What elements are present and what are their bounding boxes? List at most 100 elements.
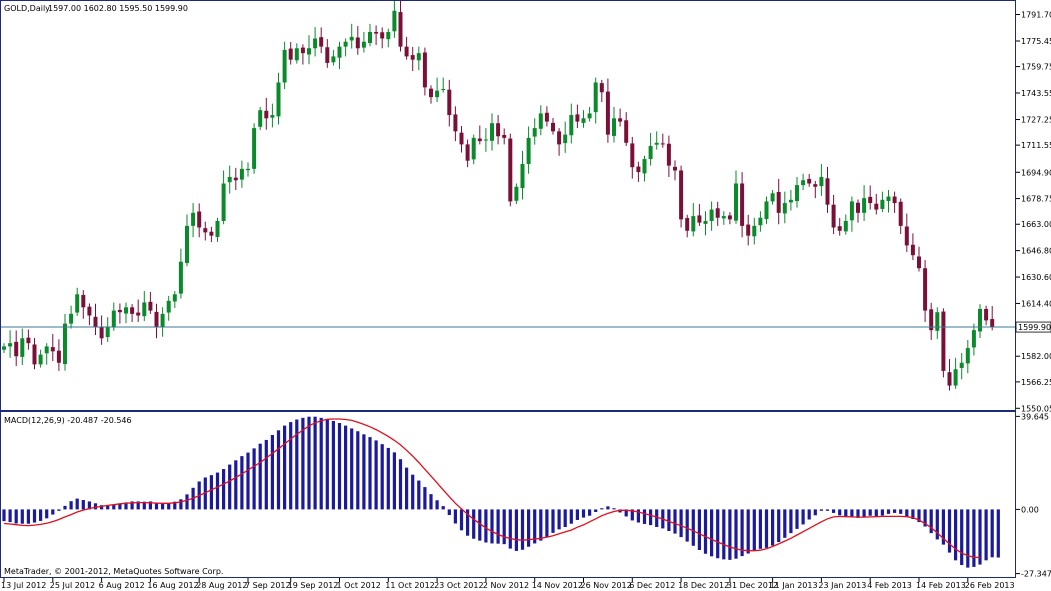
candle-body xyxy=(307,48,311,55)
candle xyxy=(69,305,74,329)
macd-bar xyxy=(764,509,769,548)
candle-body xyxy=(636,166,641,173)
price-axis[interactable]: 1791.70 1775.45 1759.75 1743.55 1727.25 1711.… xyxy=(1015,11,1051,414)
macd-bar xyxy=(539,509,543,541)
candle-body xyxy=(746,224,751,236)
macd-bar xyxy=(386,447,390,510)
macd-bar xyxy=(825,509,830,511)
candle xyxy=(563,121,568,153)
candle xyxy=(819,163,824,196)
time-tick-label: 28 Aug 2012 xyxy=(196,581,247,590)
candle xyxy=(874,193,879,215)
candle-body xyxy=(642,159,647,174)
macd-bar xyxy=(154,502,159,510)
macd-bar xyxy=(966,509,970,568)
candle-body xyxy=(679,170,684,220)
candle-body xyxy=(56,350,61,363)
macd-bar xyxy=(703,509,708,554)
macd-bar xyxy=(856,509,860,518)
macd-bar xyxy=(972,509,976,567)
candle-body xyxy=(221,183,226,221)
candle-body xyxy=(801,180,806,186)
macd-bar xyxy=(917,509,921,523)
candle-body xyxy=(984,308,989,321)
macd-bar xyxy=(777,509,781,543)
candle xyxy=(514,183,519,205)
macd-bar xyxy=(691,509,695,546)
candle xyxy=(343,38,348,57)
macd-bar xyxy=(69,501,73,510)
price-tick-label: 1550.05 xyxy=(1021,404,1051,413)
candle xyxy=(361,31,366,53)
macd-bar xyxy=(832,509,836,513)
candle-body xyxy=(483,139,488,141)
candle-body xyxy=(612,118,616,136)
candle-body xyxy=(93,316,98,327)
candle xyxy=(185,214,189,267)
time-axis[interactable]: 13 Jul 2012 25 Jul 2012 6 Aug 2012 16 Aug 2… xyxy=(1,578,1015,590)
candle xyxy=(923,260,928,323)
macd-bar xyxy=(270,435,274,510)
candle xyxy=(325,39,330,68)
candle xyxy=(868,185,873,210)
candle xyxy=(447,79,452,127)
macd-bar xyxy=(374,440,378,510)
candle xyxy=(203,221,208,241)
macd-bar xyxy=(478,509,482,541)
candle-body xyxy=(441,88,446,90)
candle xyxy=(313,27,318,57)
candle-body xyxy=(563,134,568,144)
candle-body xyxy=(447,89,452,116)
candle-body xyxy=(252,128,257,169)
macd-bar xyxy=(984,509,988,561)
time-tick-label: 23 Oct 2012 xyxy=(434,581,483,590)
candle xyxy=(130,304,135,323)
candle-body xyxy=(587,113,592,119)
macd-bar xyxy=(575,509,579,520)
candle-body xyxy=(337,46,342,58)
candle-body xyxy=(429,88,433,98)
candle xyxy=(270,103,275,128)
candle-body xyxy=(8,343,13,347)
time-tick-label: 14 Feb 2013 xyxy=(916,581,966,590)
macd-bar xyxy=(319,417,323,510)
candle-body xyxy=(788,199,793,203)
candle xyxy=(14,330,19,367)
candle-body xyxy=(288,48,293,60)
macd-bar xyxy=(594,509,598,512)
price-pane[interactable]: GOLD,Daily 1597.00 1602.80 1595.50 1599.… xyxy=(0,0,1016,411)
candle-body xyxy=(569,115,574,136)
macd-bar xyxy=(557,509,561,530)
candle-body xyxy=(343,41,348,47)
candle-body xyxy=(325,47,330,63)
candle xyxy=(910,233,915,261)
candle-body xyxy=(630,143,635,168)
macd-bar xyxy=(758,509,762,549)
candle-body xyxy=(380,32,385,39)
macd-bar xyxy=(26,509,30,524)
macd-bar xyxy=(569,509,573,524)
macd-bar xyxy=(649,509,653,526)
macd-bar xyxy=(600,508,604,510)
candle-body xyxy=(776,191,781,213)
candle xyxy=(20,328,25,366)
candle xyxy=(392,0,397,38)
macd-bar xyxy=(362,434,366,510)
macd-bar xyxy=(130,501,134,510)
candle xyxy=(831,194,836,235)
candle xyxy=(178,248,183,299)
candle-body xyxy=(551,122,555,132)
candle-body xyxy=(75,294,80,313)
candle-body xyxy=(886,196,891,202)
candle xyxy=(172,291,177,308)
candle-body xyxy=(264,110,269,119)
candle xyxy=(191,203,196,238)
macd-bar xyxy=(911,509,915,520)
macd-pane[interactable]: MACD(12,26,9) -20.487 -20.546 MetaTrader… xyxy=(0,411,1016,578)
macd-axis[interactable]: 39.645 0.00 -27.347 xyxy=(1016,412,1051,579)
macd-bar xyxy=(57,509,61,511)
macd-bar xyxy=(667,509,671,531)
candle-body xyxy=(654,142,659,145)
